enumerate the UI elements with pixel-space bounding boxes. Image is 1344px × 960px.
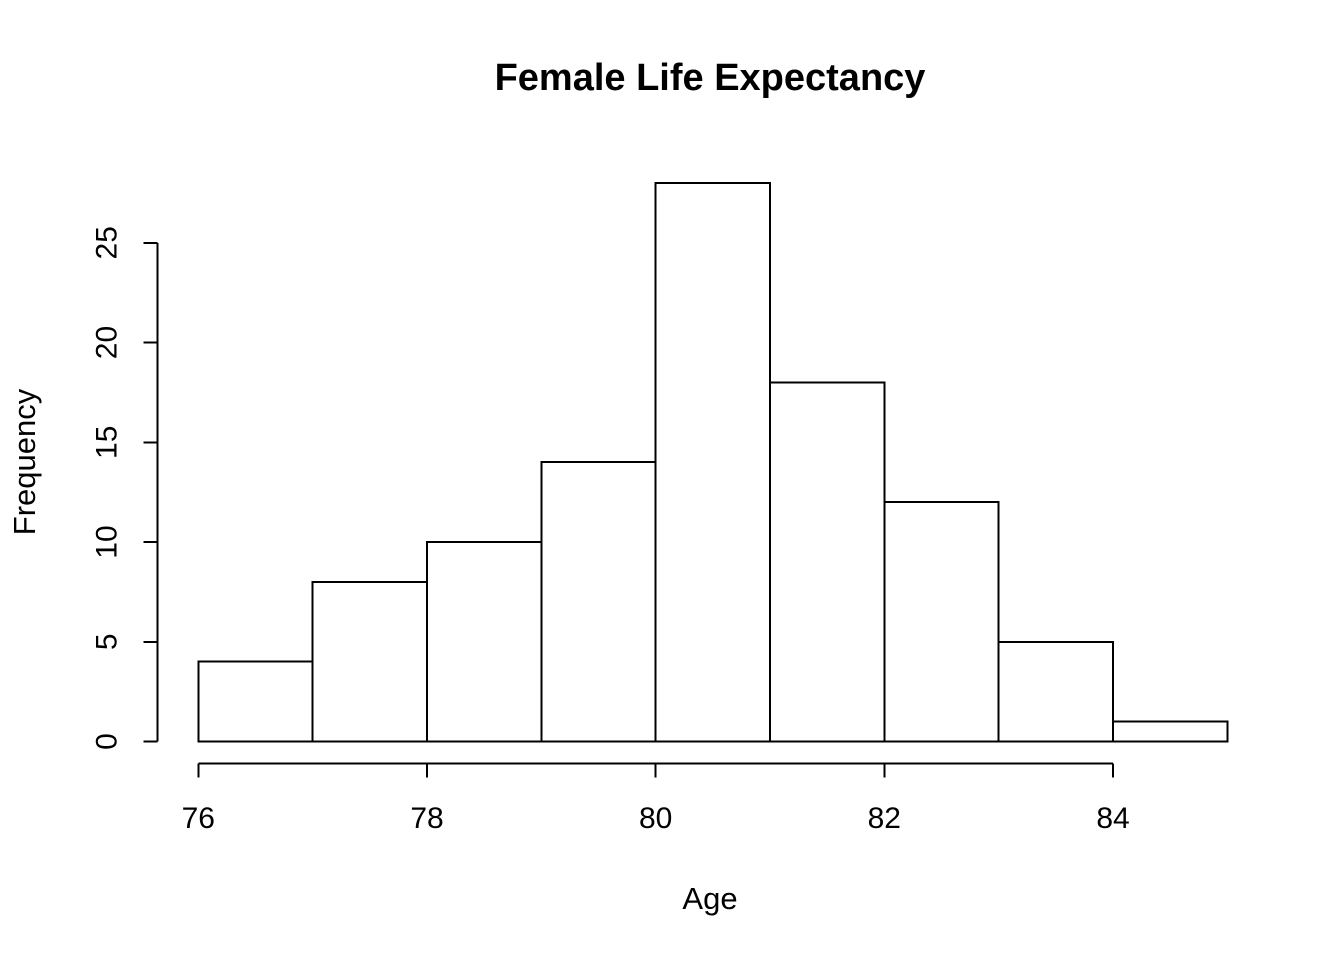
x-tick-label: 82 (868, 802, 901, 835)
histogram-bar (1112, 720, 1229, 743)
axes-layer: 0 5 10 15 20 25 76 78 80 82 84 (91, 226, 1130, 835)
histogram-bar (311, 580, 428, 743)
x-tick-label: 80 (639, 802, 672, 835)
histogram-bar (540, 461, 657, 743)
x-tick-label: 76 (182, 802, 215, 835)
y-tick-label: 5 (91, 633, 124, 650)
x-axis-label: Age (682, 881, 737, 916)
y-tick-label: 20 (91, 326, 124, 359)
x-tick-label: 78 (410, 802, 443, 835)
bars-layer (197, 181, 1229, 743)
histogram-bar (654, 181, 772, 743)
histogram-bar (883, 501, 1000, 743)
y-tick-label: 0 (91, 733, 124, 750)
y-tick-label: 10 (91, 525, 124, 558)
histogram-bar (997, 640, 1115, 743)
histogram-bar (197, 660, 314, 743)
chart-title: Female Life Expectancy (495, 57, 926, 99)
y-tick-label: 25 (91, 226, 124, 259)
x-tick-label: 84 (1096, 802, 1129, 835)
histogram-bar (426, 541, 543, 743)
histogram-bar (769, 381, 886, 743)
y-tick-label: 15 (91, 426, 124, 459)
y-axis-label: Frequency (7, 388, 42, 535)
